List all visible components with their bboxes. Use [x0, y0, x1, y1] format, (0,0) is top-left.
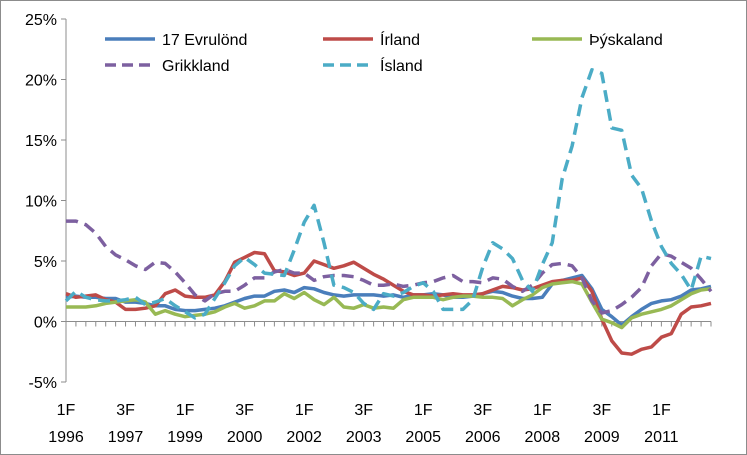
axes: -5% 0% 5% 10% 15% 20% 25% 1F 1996 3F 1997 1F 1999 3F 2… [25, 12, 712, 446]
x-tick-label-year: 1997 [108, 429, 144, 446]
legend-label: Grikkland [162, 58, 230, 75]
x-tick-label-quarter: 1F [295, 402, 314, 419]
legend-label: Ísland [380, 56, 423, 75]
x-tick-label-quarter: 3F [473, 402, 492, 419]
x-tick-label-year: 2000 [227, 429, 263, 446]
y-tick-label: 5% [34, 254, 57, 271]
x-tick-label-year: 2003 [346, 429, 382, 446]
y-tick-label: 0% [34, 315, 57, 332]
x-tick-label-year: 1996 [48, 429, 84, 446]
x-tick-label-year: 2011 [644, 429, 679, 446]
x-tick-label-quarter: 1F [652, 402, 671, 419]
x-tick-label-year: 2002 [286, 429, 322, 446]
x-tick-label-quarter: 1F [57, 402, 76, 419]
series-line [64, 68, 712, 320]
x-tick-label-year: 2009 [584, 429, 620, 446]
y-tick-label: 20% [25, 73, 57, 90]
x-tick-label-quarter: 3F [116, 402, 135, 419]
x-tick-label-year: 1999 [167, 429, 203, 446]
y-tick-label: -5% [29, 375, 57, 392]
series-layer [64, 68, 713, 356]
x-tick-label-quarter: 3F [593, 402, 612, 419]
x-tick-label-year: 2008 [525, 429, 561, 446]
y-tick-label: 25% [25, 12, 57, 29]
legend-label: Írland [380, 30, 420, 49]
y-tick-label: 15% [25, 133, 57, 150]
legend-label: 17 Evrulönd [162, 32, 247, 49]
legend: 17 Evrulönd Írland Þýskaland Grikkland Íslan… [105, 30, 663, 75]
x-tick-label-quarter: 3F [354, 402, 373, 419]
x-tick-label-quarter: 1F [533, 402, 552, 419]
series-line [66, 279, 712, 330]
series-line [66, 219, 713, 315]
x-tick-label-quarter: 3F [235, 402, 254, 419]
x-tick-label-year: 2006 [465, 429, 501, 446]
x-tick-label-quarter: 1F [414, 402, 433, 419]
legend-label: Þýskaland [589, 32, 663, 49]
x-tick-label-quarter: 1F [176, 402, 195, 419]
series-line [65, 250, 712, 356]
x-tick-label-year: 2005 [405, 429, 441, 446]
y-tick-label: 10% [25, 194, 57, 211]
